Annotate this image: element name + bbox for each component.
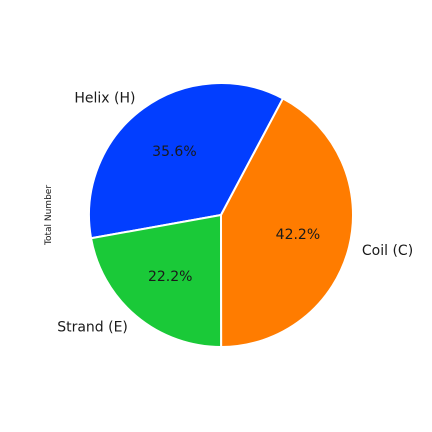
pie-labels: 35.6% Helix (H) 22.2% Strand (E) 42.2% Coil (… [57, 91, 413, 336]
pie-slice-0 [88, 82, 284, 240]
pie-percent-label-1: 22.2% [148, 269, 192, 285]
pie-percent-label-2: 42.2% [276, 227, 320, 243]
pie-slices [88, 82, 354, 349]
pie-slice-2 [220, 97, 354, 348]
pie-category-label-1: Strand (E) [57, 319, 128, 335]
pie-slice-1 [90, 214, 223, 349]
y-axis-label: Total Number [44, 185, 54, 246]
pie-percent-label-0: 35.6% [152, 144, 196, 160]
pie-category-label-0: Helix (H) [74, 91, 135, 107]
pie-category-label-2: Coil (C) [362, 243, 413, 259]
